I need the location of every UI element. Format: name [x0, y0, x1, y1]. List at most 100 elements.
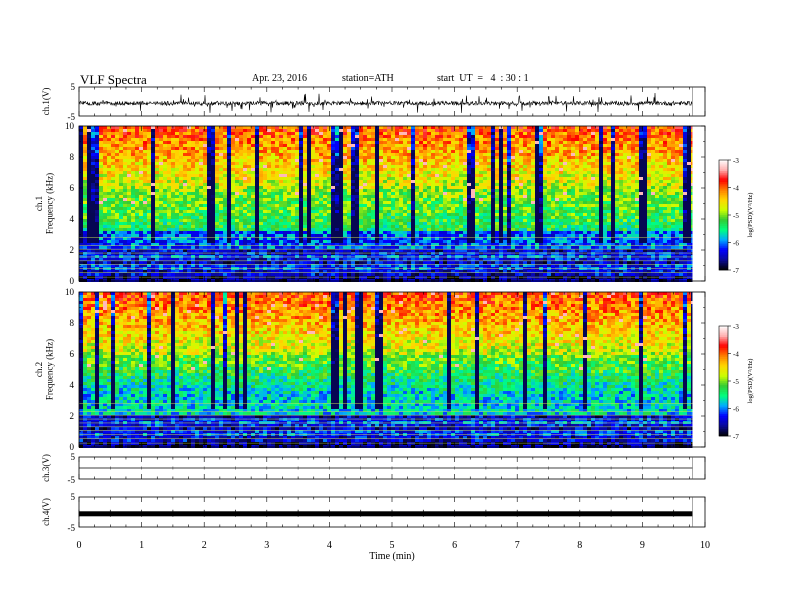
spectrogram-cell: [651, 150, 655, 153]
spectrogram-cell: [195, 168, 199, 171]
spectrogram-cell: [515, 135, 519, 138]
spectrogram-cell: [555, 207, 559, 210]
spectrogram-cell: [159, 216, 163, 219]
spectrogram-cell: [239, 132, 243, 135]
spectrogram-cell: [551, 192, 555, 195]
spectrogram-cell: [643, 177, 647, 180]
spectrogram-cell: [659, 204, 663, 207]
spectrogram-cell: [395, 144, 399, 147]
spectrogram-cell: [327, 126, 331, 129]
spectrogram-cell: [663, 153, 667, 156]
spectrogram-cell: [563, 174, 567, 177]
spectrogram-cell: [495, 147, 499, 150]
spectrogram-cell: [671, 159, 675, 162]
spectrogram-cell: [235, 129, 239, 132]
spectrogram-cell: [579, 168, 583, 171]
spectrogram-cell: [199, 162, 203, 165]
spectrogram-cell: [403, 159, 407, 162]
spectrogram-cell: [191, 174, 195, 177]
spectrogram-cell: [431, 213, 435, 216]
spectrogram-cell: [399, 150, 403, 153]
spectrogram-cell: [203, 153, 207, 156]
spectrogram-cell: [551, 141, 555, 144]
spectrogram-cell: [447, 195, 451, 198]
spectrogram-cell: [199, 213, 203, 216]
spectrogram-cell: [95, 189, 99, 192]
spectrogram-cell: [135, 177, 139, 180]
spectrogram-cell: [419, 171, 423, 174]
spectrogram-cell: [267, 186, 271, 189]
spectrogram-cell: [647, 132, 651, 135]
spectrogram-cell: [575, 198, 579, 201]
spectrogram-cell: [491, 180, 495, 183]
spectrogram-cell: [683, 150, 687, 153]
spectrogram-cell: [639, 189, 643, 192]
spectrogram-cell: [175, 159, 179, 162]
spectrogram-cell: [467, 150, 471, 153]
spectrogram-cell: [475, 204, 479, 207]
spectrogram-cell: [463, 213, 467, 216]
spectrogram-cell: [107, 132, 111, 135]
spectrogram-cell: [619, 132, 623, 135]
spectrogram-cell: [367, 204, 371, 207]
spectrogram-cell: [615, 138, 619, 141]
spectrogram-cell: [395, 189, 399, 192]
spectrogram-cell: [523, 177, 527, 180]
spectrogram-cell: [311, 189, 315, 192]
spectrogram-cell: [491, 198, 495, 201]
spectrogram-cell: [415, 159, 419, 162]
spectrogram-cell: [167, 219, 171, 222]
spectrogram-cell: [423, 204, 427, 207]
spectrogram-cell: [243, 210, 247, 213]
spectrogram-cell: [127, 126, 131, 129]
spectrogram-cell: [667, 147, 671, 150]
spectrogram-cell: [559, 195, 563, 198]
spectrogram-cell: [279, 189, 283, 192]
spectrogram-cell: [411, 213, 415, 216]
spectrogram-cell: [323, 150, 327, 153]
spectrogram-cell: [207, 144, 211, 147]
spectrogram-cell: [295, 138, 299, 141]
spectrogram-cell: [311, 156, 315, 159]
spectrogram-cell: [603, 159, 607, 162]
spectrogram-cell: [79, 198, 83, 201]
spectrogram-cell: [319, 132, 323, 135]
spectrogram-cell: [663, 162, 667, 165]
spectrogram-cell: [215, 135, 219, 138]
spectrogram-cell: [563, 156, 567, 159]
spectrogram-cell: [559, 216, 563, 219]
spectrogram-cell: [467, 177, 471, 180]
spectrogram-cell: [263, 162, 267, 165]
spectrogram-cell: [111, 132, 115, 135]
spectrogram-cell: [455, 219, 459, 222]
spectrogram-cell: [691, 129, 693, 132]
spectrogram-cell: [683, 135, 687, 138]
spectrogram-cell: [467, 147, 471, 150]
spectrogram-cell: [603, 207, 607, 210]
spectrogram-cell: [539, 129, 543, 132]
spectrogram-cell: [151, 210, 155, 213]
spectrogram-cell: [479, 204, 483, 207]
spectrogram-cell: [91, 207, 95, 210]
spectrogram-cell: [239, 171, 243, 174]
spectrogram-cell: [491, 135, 495, 138]
spectrogram-cell: [107, 186, 111, 189]
spectrogram-cell: [171, 204, 175, 207]
spectrogram-cell: [119, 150, 123, 153]
spectrogram-cell: [227, 210, 231, 213]
spectrogram-cell: [427, 132, 431, 135]
spectrogram-cell: [315, 192, 319, 195]
spectrogram-cell: [415, 213, 419, 216]
spectrogram-cell: [595, 204, 599, 207]
spectrogram-cell: [475, 177, 479, 180]
spectrogram-cell: [367, 186, 371, 189]
spectrogram-cell: [375, 141, 379, 144]
spectrogram-cell: [515, 195, 519, 198]
spectrogram-cell: [87, 156, 91, 159]
spectrogram-cell: [239, 150, 243, 153]
spectrogram-cell: [587, 174, 591, 177]
spectrogram-cell: [215, 213, 219, 216]
spectrogram-cell: [179, 153, 183, 156]
spectrogram-cell: [439, 159, 443, 162]
spectrogram-cell: [127, 198, 131, 201]
